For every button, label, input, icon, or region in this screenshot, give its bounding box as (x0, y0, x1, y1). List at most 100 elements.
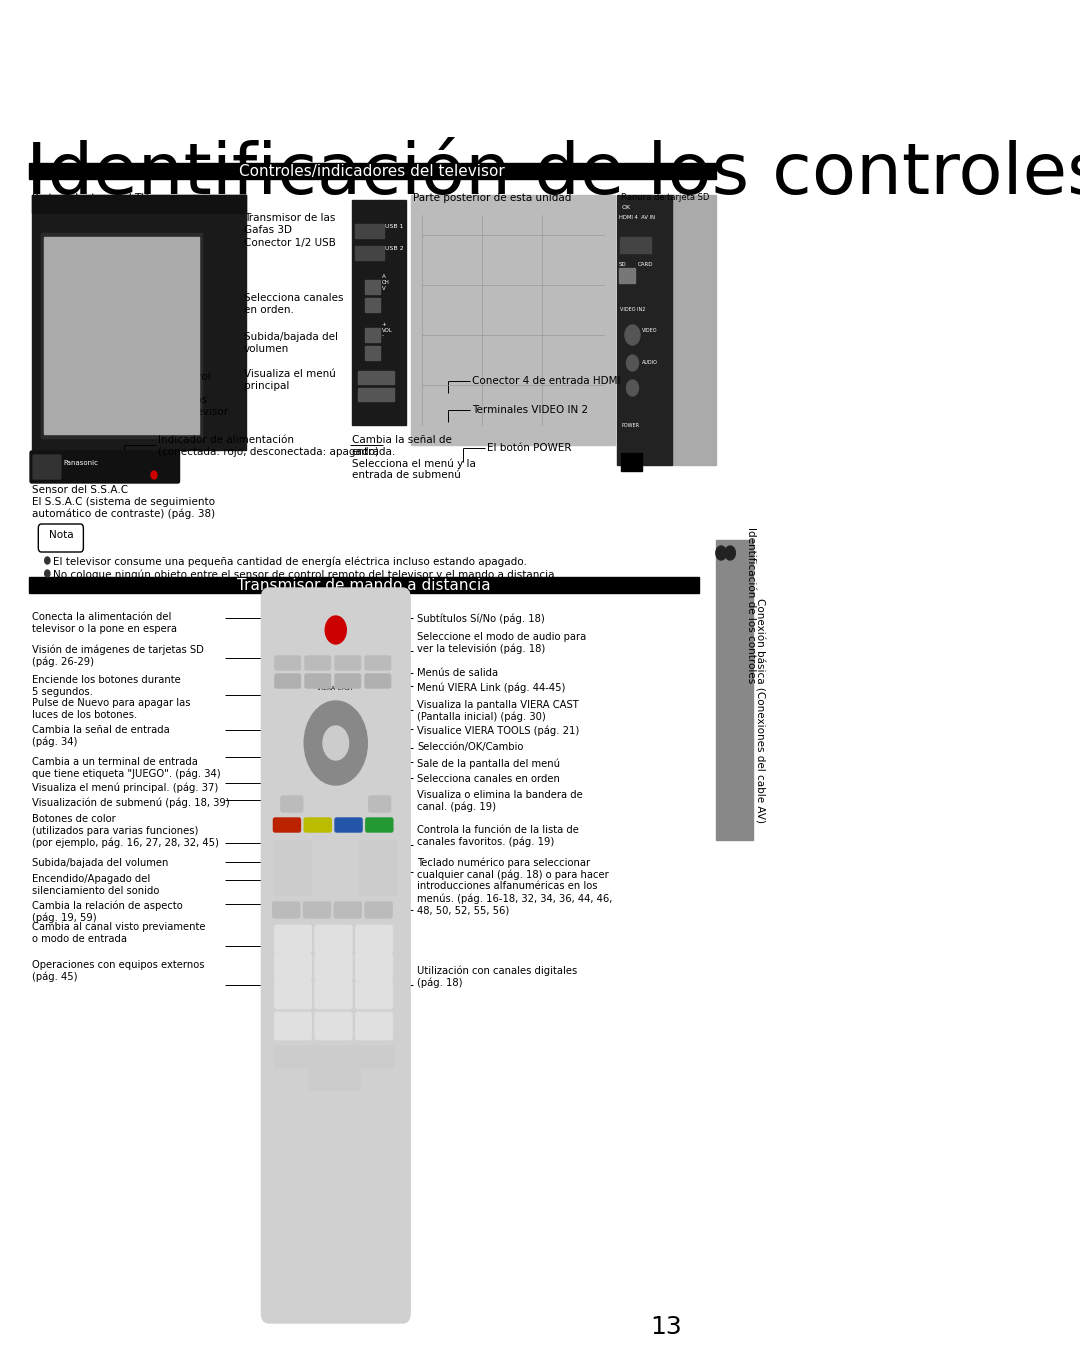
FancyBboxPatch shape (355, 953, 393, 981)
Text: o: o (292, 932, 295, 938)
Text: Visualiza el menú principal. (pág. 37): Visualiza el menú principal. (pág. 37) (31, 782, 218, 793)
Text: No coloque ningún objeto entre el sensor de control remoto del televisor y el ma: No coloque ningún objeto entre el sensor… (53, 570, 557, 579)
FancyBboxPatch shape (275, 656, 300, 670)
Text: Menús de salida: Menús de salida (417, 668, 498, 678)
Bar (365, 280, 380, 294)
FancyBboxPatch shape (355, 981, 393, 1009)
Text: Utilización con canales digitales
(pág. 18): Utilización con canales digitales (pág. … (417, 965, 577, 988)
Text: 1: 1 (283, 932, 292, 944)
FancyBboxPatch shape (368, 796, 391, 812)
FancyBboxPatch shape (335, 656, 361, 670)
Bar (365, 298, 380, 313)
FancyBboxPatch shape (275, 866, 312, 894)
Text: USB 1: USB 1 (386, 225, 404, 229)
Bar (41, 233, 202, 438)
Text: stop: stop (324, 1072, 345, 1081)
Text: VIERA CAST: VIERA CAST (318, 686, 354, 691)
Text: INPUT/OK: INPUT/OK (359, 388, 383, 392)
FancyBboxPatch shape (360, 842, 396, 867)
Text: Visualice VIERA TOOLS (pág. 21): Visualice VIERA TOOLS (pág. 21) (417, 725, 579, 736)
Text: ▲: ▲ (332, 710, 340, 721)
Text: LAST +: LAST + (280, 1020, 305, 1026)
Text: Sale de la pantalla del menú: Sale de la pantalla del menú (417, 758, 559, 769)
Bar (621, 453, 643, 471)
Text: Selecciona canales
en orden.: Selecciona canales en orden. (244, 294, 343, 315)
Circle shape (151, 471, 157, 479)
Text: PQR: PQR (292, 988, 302, 993)
Text: A
CH
V: A CH V (381, 275, 390, 291)
Text: Controla la función de la lista de
canales favoritos. (pág. 19): Controla la función de la lista de canal… (417, 825, 579, 847)
Text: Sensor del control
remoto Dentro
de unos 7 metros
enfrente del televisor: Sensor del control remoto Dentro de unos… (117, 372, 229, 417)
Bar (355, 246, 383, 260)
Text: TUV: TUV (332, 988, 343, 993)
Bar (716, 540, 754, 840)
Text: Conector 1/2 USB: Conector 1/2 USB (244, 238, 336, 248)
Circle shape (305, 701, 367, 785)
FancyBboxPatch shape (275, 1046, 393, 1068)
FancyBboxPatch shape (272, 902, 300, 917)
Text: Selección/OK/Cambio: Selección/OK/Cambio (417, 741, 524, 752)
Text: USB 2: USB 2 (386, 246, 404, 252)
Text: Cambia la señal de entrada
(pág. 34): Cambia la señal de entrada (pág. 34) (31, 725, 170, 747)
Text: Selecciona canales en orden: Selecciona canales en orden (417, 774, 559, 783)
Text: ||: || (322, 1049, 328, 1059)
FancyBboxPatch shape (335, 902, 362, 917)
Text: Transmisor de mando a distancia: Transmisor de mando a distancia (237, 578, 490, 593)
FancyBboxPatch shape (30, 451, 179, 483)
Text: Conector 4 de entrada HDMI: Conector 4 de entrada HDMI (472, 376, 620, 386)
Bar (365, 346, 380, 360)
Text: Subtítulos Sí/No (pág. 18): Subtítulos Sí/No (pág. 18) (417, 613, 544, 624)
Text: HDMI 4  AV IN: HDMI 4 AV IN (619, 215, 654, 221)
Text: ▼: ▼ (332, 764, 340, 775)
Text: El botón POWER: El botón POWER (487, 442, 571, 453)
Text: 9: 9 (364, 988, 373, 1001)
FancyBboxPatch shape (360, 866, 396, 894)
FancyBboxPatch shape (314, 981, 352, 1009)
Text: 2: 2 (324, 932, 333, 944)
Text: JKL: JKL (332, 961, 340, 965)
Circle shape (323, 727, 349, 760)
FancyBboxPatch shape (275, 842, 312, 867)
Text: OK: OK (328, 740, 343, 750)
Text: Visión de imágenes de tarjetas SD
(pág. 26-29): Visión de imágenes de tarjetas SD (pág. … (31, 644, 203, 667)
Text: 6: 6 (364, 961, 373, 973)
Text: Controles/indicadores del televisor: Controles/indicadores del televisor (239, 164, 504, 179)
Bar (365, 327, 380, 342)
Bar (355, 225, 383, 238)
Text: Cambia al canal visto previamente
o modo de entrada: Cambia al canal visto previamente o modo… (31, 921, 205, 943)
Text: +
VOL
-: + VOL - (286, 846, 300, 866)
Text: CARD: CARD (637, 262, 653, 267)
Bar (618, 195, 672, 465)
Text: Nota: Nota (49, 530, 73, 540)
FancyBboxPatch shape (273, 819, 300, 832)
Text: Teclado numérico para seleccionar
cualquier canal (pág. 18) o para hacer
introdu: Teclado numérico para seleccionar cualqu… (417, 856, 612, 915)
Text: VIDEO IN2: VIDEO IN2 (620, 307, 645, 313)
Text: Conexión básica (Conexiones del cable AV): Conexión básica (Conexiones del cable AV… (755, 598, 765, 823)
Text: 13: 13 (650, 1315, 681, 1339)
Bar (31, 195, 245, 212)
FancyBboxPatch shape (33, 455, 60, 479)
Text: +
VOL
-: + VOL - (381, 322, 392, 338)
Text: A ▲
CH
V ▼: A ▲ CH V ▼ (373, 846, 384, 866)
FancyBboxPatch shape (274, 1012, 312, 1040)
FancyBboxPatch shape (365, 674, 391, 687)
FancyBboxPatch shape (309, 1068, 360, 1091)
FancyBboxPatch shape (314, 925, 352, 953)
Text: ◄: ◄ (310, 740, 319, 750)
Bar (43, 237, 199, 434)
Text: |<<: |<< (284, 1049, 303, 1059)
FancyBboxPatch shape (335, 819, 362, 832)
Text: Cambia la señal de
entrada.
Selecciona el menú y la
entrada de submenú: Cambia la señal de entrada. Selecciona e… (352, 436, 475, 480)
Text: ABC: ABC (332, 932, 343, 938)
Text: Subida/bajada del
volumen: Subida/bajada del volumen (244, 331, 338, 353)
Text: AUDIO: AUDIO (643, 360, 658, 365)
Text: Operaciones con equipos externos
(pág. 45): Operaciones con equipos externos (pág. 4… (31, 961, 204, 982)
Text: Cambia la relación de aspecto
(pág. 19, 59): Cambia la relación de aspecto (pág. 19, … (31, 900, 183, 923)
Circle shape (44, 570, 50, 576)
Text: DEF: DEF (373, 932, 383, 938)
Circle shape (325, 616, 347, 644)
Text: MNO: MNO (373, 961, 386, 965)
Text: Conecta la alimentación del
televisor o la pone en espera: Conecta la alimentación del televisor o … (31, 612, 176, 633)
FancyBboxPatch shape (303, 902, 330, 917)
Text: Visualización de submenú (pág. 18, 39): Visualización de submenú (pág. 18, 39) (31, 797, 229, 808)
